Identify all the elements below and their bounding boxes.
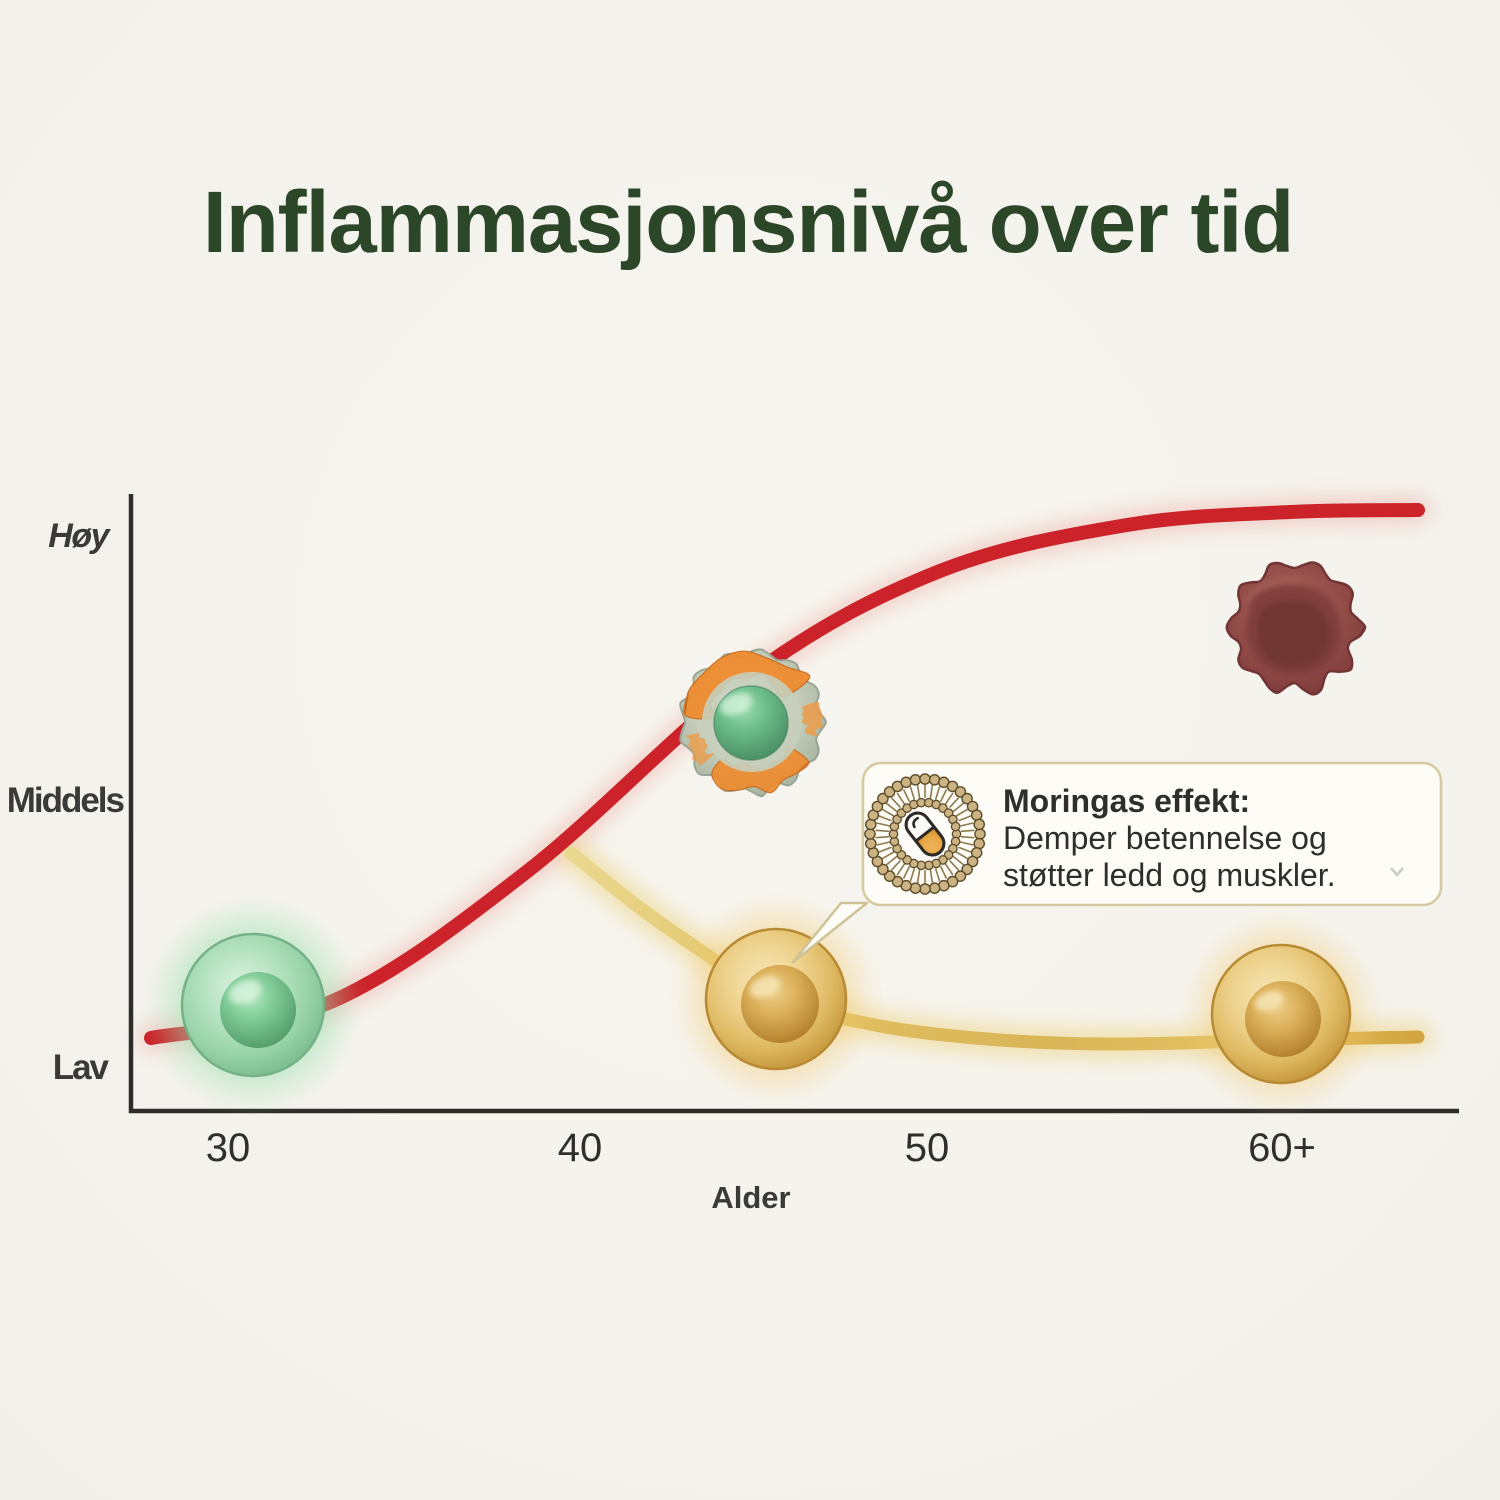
svg-text:Middels: Middels	[7, 781, 125, 820]
svg-text:støtter ledd og muskler.: støtter ledd og muskler.	[1003, 857, 1336, 893]
svg-text:Alder: Alder	[711, 1180, 790, 1215]
svg-text:Lav: Lav	[53, 1048, 110, 1087]
svg-text:Moringas effekt:: Moringas effekt:	[1003, 783, 1250, 819]
svg-text:40: 40	[558, 1126, 603, 1170]
svg-text:60+: 60+	[1248, 1126, 1316, 1170]
svg-text:Høy: Høy	[48, 517, 111, 555]
svg-text:Demper betennelse og: Demper betennelse og	[1003, 820, 1327, 856]
svg-text:50: 50	[905, 1126, 950, 1170]
svg-text:Inflammasjonsnivå over tid: Inflammasjonsnivå over tid	[203, 174, 1293, 271]
svg-text:30: 30	[206, 1126, 251, 1170]
